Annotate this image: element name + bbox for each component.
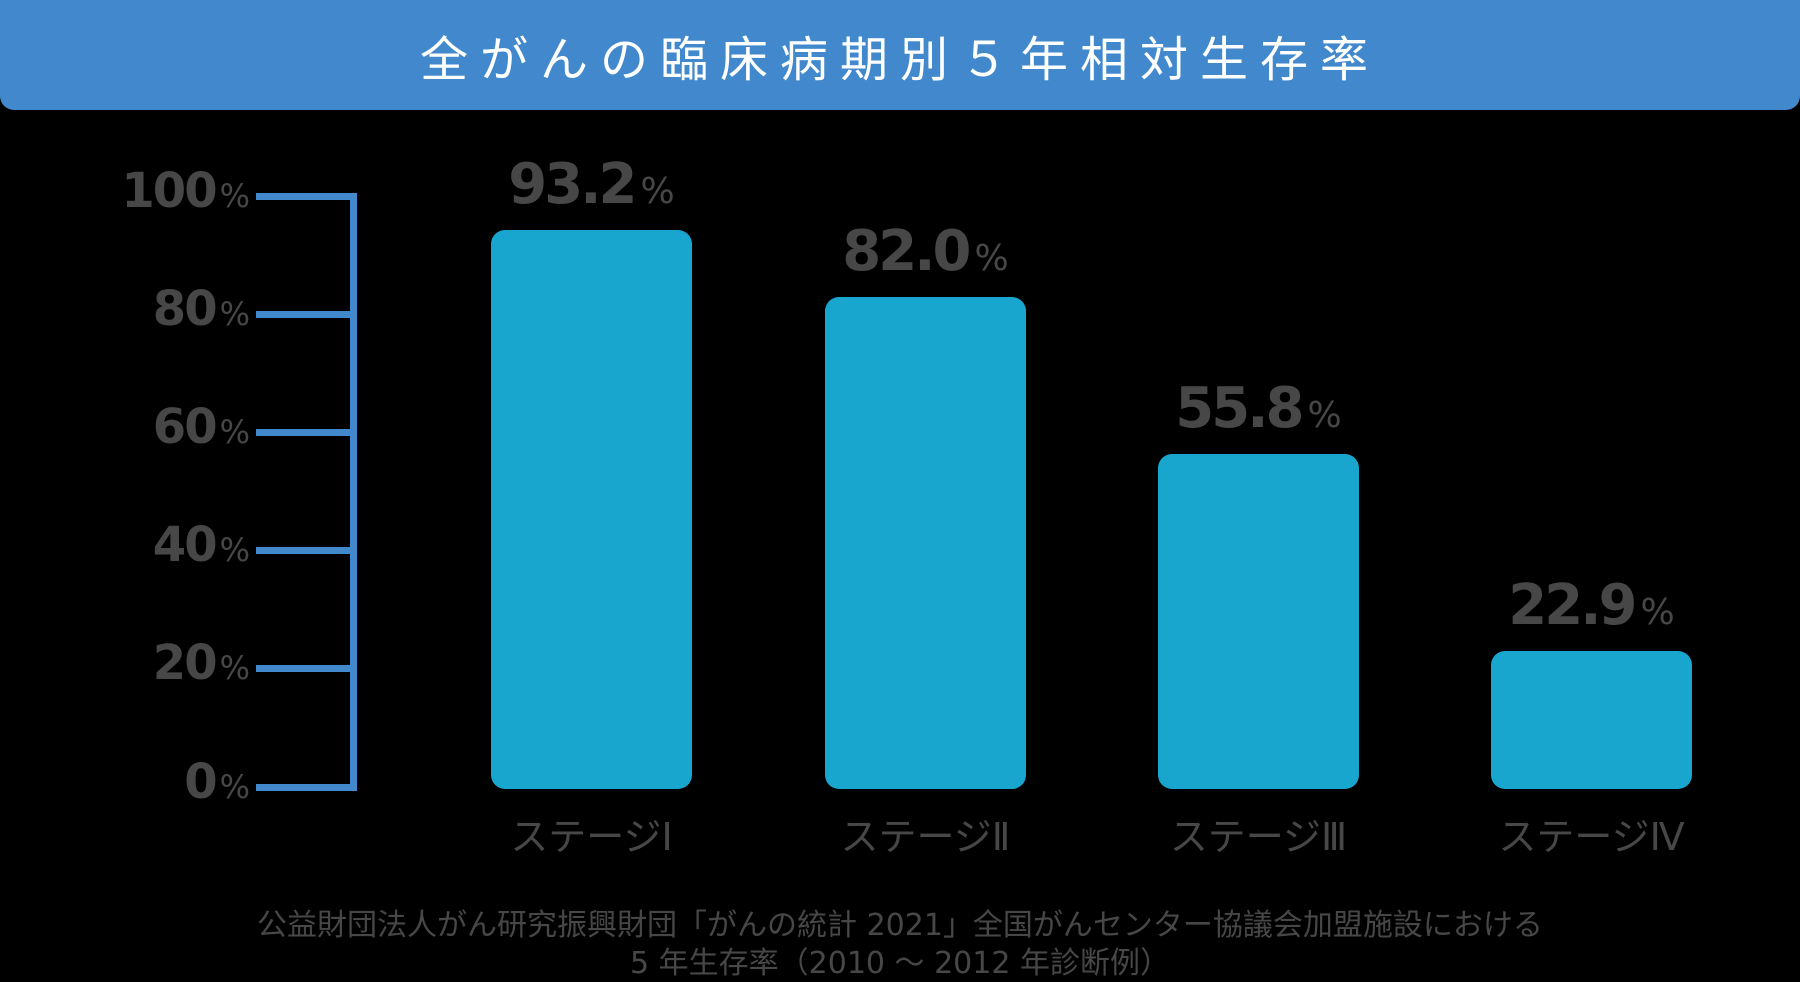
bar-value-stage-3: 55.8% [1175, 376, 1342, 441]
chart-title: 全がんの臨床病期別５年相対生存率 [419, 32, 1380, 88]
source-note-line-1: 公益財団法人がん研究振興財団「がんの統計 2021」全国がんセンター協議会加盟施… [257, 908, 1543, 943]
y-axis-line [350, 193, 357, 791]
bar-stage-4 [1491, 651, 1692, 789]
y-tick-100 [256, 193, 356, 200]
bar-value-stage-1: 93.2% [508, 152, 675, 217]
y-tick-label-60: 60% [152, 399, 250, 455]
bar-label-stage-4: ステージⅣ [1498, 815, 1685, 859]
chart-title-banner: 全がんの臨床病期別５年相対生存率 [0, 0, 1800, 110]
bar-value-stage-2: 82.0% [842, 219, 1009, 284]
y-tick-label-40: 40% [152, 517, 250, 573]
y-tick-80 [256, 311, 356, 318]
bar-label-stage-3: ステージⅢ [1169, 815, 1348, 859]
bar-label-stage-2: ステージⅡ [840, 815, 1011, 859]
y-tick-label-0: 0% [184, 754, 250, 810]
y-tick-label-20: 20% [152, 635, 250, 691]
y-tick-label-100: 100% [121, 163, 250, 219]
bar-stage-3 [1158, 454, 1359, 789]
y-tick-label-80: 80% [152, 281, 250, 337]
source-note-line-2: 5 年生存率（2010 ～ 2012 年診断例） [630, 946, 1170, 981]
y-tick-40 [256, 547, 356, 554]
y-tick-60 [256, 429, 356, 436]
bar-value-stage-4: 22.9% [1508, 573, 1675, 638]
y-tick-20 [256, 665, 356, 672]
bar-label-stage-1: ステージⅠ [510, 815, 673, 859]
bar-stage-1 [491, 230, 692, 789]
y-tick-0 [256, 784, 356, 791]
bar-stage-2 [825, 297, 1026, 789]
